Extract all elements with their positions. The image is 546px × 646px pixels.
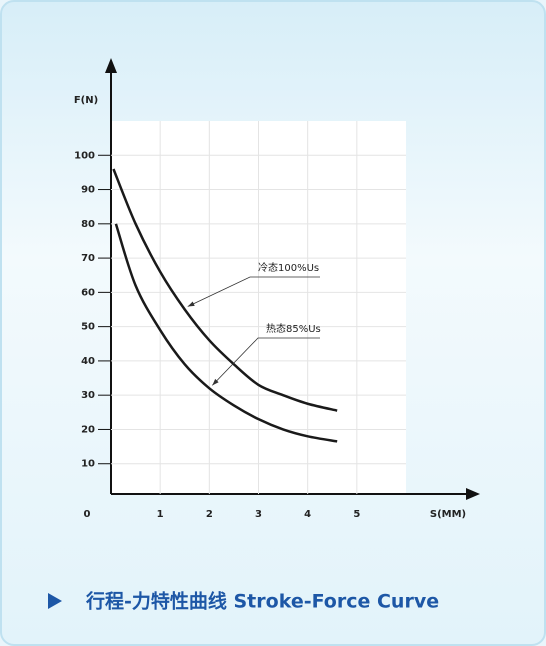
y-tick-label: 80 (81, 219, 95, 230)
curve-label: 热态85%Us (266, 322, 321, 335)
x-tick-label: 4 (304, 509, 311, 520)
y-axis-label: F(N) (74, 95, 98, 106)
y-tick-label: 100 (74, 150, 95, 161)
x-tick-label: 2 (206, 509, 213, 520)
curve-label: 冷态100%Us (258, 261, 319, 274)
x-tick-label: 5 (353, 509, 360, 520)
x-axis-label: S(MM) (430, 509, 466, 520)
caption: 行程-力特性曲线 Stroke-Force Curve (85, 590, 439, 613)
leader-arrow (212, 378, 219, 386)
y-tick-label: 20 (81, 424, 95, 435)
y-tick-label: 30 (81, 390, 95, 401)
x-tick-label: 3 (255, 509, 262, 520)
caption-marker (48, 593, 62, 609)
leader-line (187, 276, 320, 307)
y-tick-label: 50 (81, 322, 95, 333)
y-tick-label: 90 (81, 185, 95, 196)
leader-arrow (187, 301, 195, 307)
y-axis-arrow (105, 58, 117, 73)
leader-line (212, 337, 320, 386)
x-tick-label: 0 (84, 509, 91, 520)
y-tick-label: 70 (81, 253, 95, 264)
curve (112, 168, 338, 412)
curve (114, 223, 338, 443)
y-tick-label: 40 (81, 356, 95, 367)
y-tick-label: 10 (81, 459, 95, 470)
y-tick-label: 60 (81, 287, 95, 298)
x-tick-label: 1 (157, 509, 164, 520)
x-axis-arrow (466, 488, 480, 500)
